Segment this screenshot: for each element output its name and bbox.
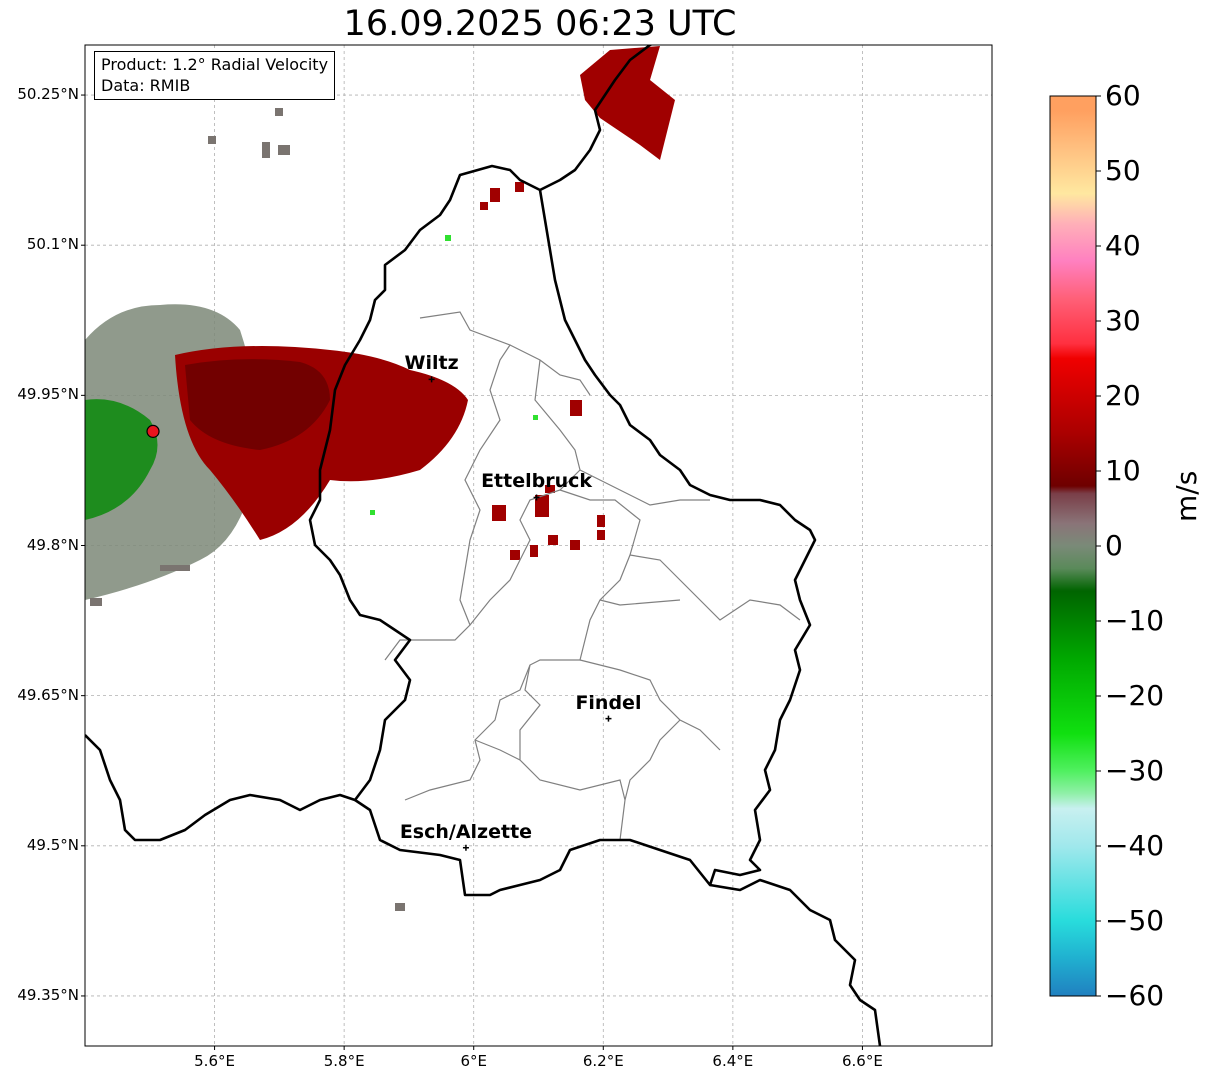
lon-tick-label: 6.4°E — [712, 1052, 754, 1070]
city-marker — [605, 715, 612, 722]
city-marker — [533, 494, 540, 501]
lon-tick-label: 5.6°E — [194, 1052, 235, 1070]
radar-strong-velocity-core — [185, 359, 330, 450]
city-marker — [462, 844, 469, 851]
radar-site-marker — [146, 424, 160, 438]
axis-ticks — [81, 94, 863, 1050]
colorbar-tick-label: 0 — [1105, 529, 1123, 562]
belgium-france-border — [85, 734, 356, 842]
plot-area — [85, 45, 882, 1046]
radar-clutter-speckles — [90, 108, 405, 911]
lat-tick-label: 50.1°N — [26, 235, 79, 254]
colorbar — [1049, 95, 1097, 997]
luxembourg-border — [308, 164, 817, 897]
product-info-box: Product: 1.2° Radial Velocity Data: RMIB — [94, 51, 336, 100]
luxembourg-internal-boundaries — [384, 311, 801, 841]
lon-tick-label: 6°E — [460, 1052, 487, 1070]
lat-tick-label: 49.65°N — [17, 685, 79, 704]
product-label: Product: 1.2° Radial Velocity — [101, 55, 329, 74]
colorbar-tick-label: 30 — [1105, 304, 1141, 337]
colorbar-tickmarks — [1096, 95, 1101, 997]
city-label-wiltz: Wiltz — [404, 352, 459, 375]
lon-tick-label: 5.8°E — [323, 1052, 365, 1070]
city-marker — [428, 376, 435, 383]
city-label-ettelbruck: Ettelbruck — [481, 470, 593, 493]
national-borders — [85, 45, 882, 1046]
radar-northeast-echo — [580, 46, 675, 160]
colorbar-tick-label: 50 — [1105, 154, 1141, 187]
lat-tick-label: 49.8°N — [26, 535, 79, 554]
lat-tick-label: 49.5°N — [26, 835, 79, 854]
colorbar-tick-label: 60 — [1105, 79, 1141, 112]
lat-tick-label: 49.95°N — [17, 385, 79, 404]
radar-scattered-cells — [480, 182, 605, 560]
city-label-esch-alzette: Esch/Alzette — [399, 820, 533, 843]
map-title: 16.09.2025 06:23 UTC — [343, 4, 737, 44]
radar-green-speckles — [370, 235, 538, 515]
colorbar-tick-label: −40 — [1105, 829, 1165, 862]
lat-tick-label: 49.35°N — [17, 985, 79, 1004]
radar-echo-layer — [85, 46, 675, 911]
radar-negative-velocity-area — [85, 399, 158, 520]
colorbar-tick-label: −20 — [1105, 679, 1165, 712]
belgium-germany-border — [539, 45, 653, 192]
data-source-label: Data: RMIB — [101, 76, 191, 95]
colorbar-tick-label: 40 — [1105, 229, 1141, 262]
colorbar-tick-label: −10 — [1105, 604, 1165, 637]
colorbar-tick-label: 20 — [1105, 379, 1141, 412]
lon-tick-label: 6.2°E — [582, 1052, 624, 1070]
lon-tick-label: 6.6°E — [842, 1052, 883, 1070]
lat-tick-label: 50.25°N — [17, 85, 79, 104]
colorbar-unit-label: m/s — [1170, 470, 1203, 522]
colorbar-tick-label: −50 — [1105, 904, 1165, 937]
gridlines — [85, 45, 992, 1046]
colorbar-tick-label: −30 — [1105, 754, 1165, 787]
germany-france-border — [709, 878, 882, 1046]
colorbar-tick-label: −60 — [1105, 979, 1165, 1012]
city-markers — [428, 376, 612, 851]
city-label-findel: Findel — [575, 691, 642, 714]
colorbar-tick-label: 10 — [1105, 454, 1141, 487]
